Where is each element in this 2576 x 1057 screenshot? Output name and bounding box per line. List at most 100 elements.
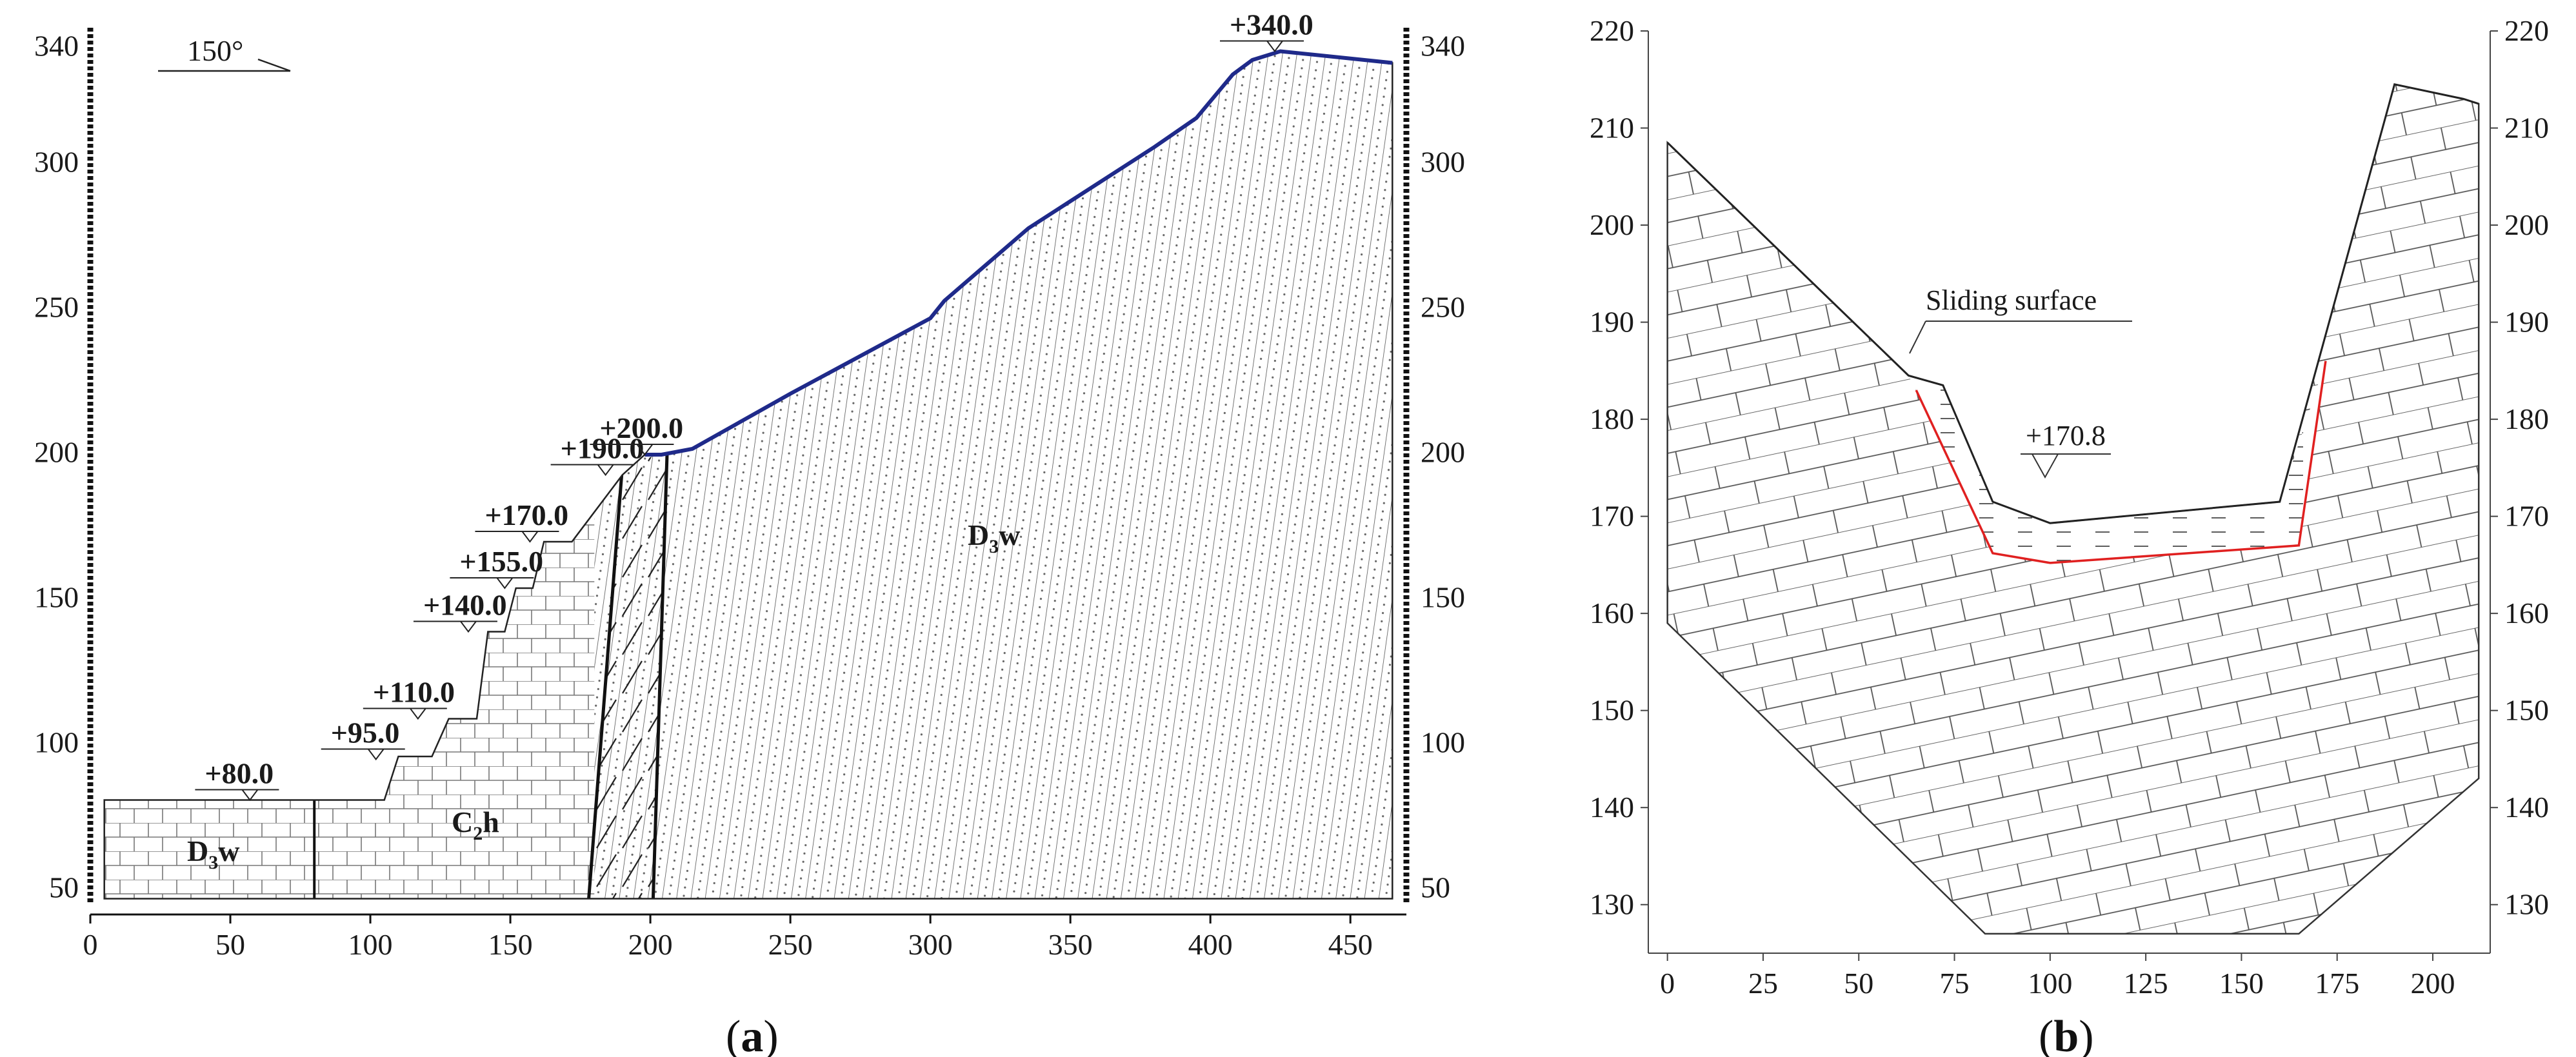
elevation-label: +155.0 <box>459 545 543 578</box>
y-tick-label-left: 210 <box>1590 112 1634 144</box>
y-tick-label-left: 190 <box>1590 306 1634 339</box>
x-tick-label: 200 <box>628 928 673 961</box>
panel-a-geological-section: 50 50 100 100 150 150 200 200 250 250 300 300 340 340… <box>34 8 1465 1057</box>
y-tick-label-right: 130 <box>2504 888 2549 921</box>
y-tick-label-left: 150 <box>1590 694 1634 727</box>
y-tick-label-right: 220 <box>2504 14 2549 47</box>
sliding-surface-line <box>1915 361 2327 564</box>
rock-brick-fill <box>1667 84 2479 934</box>
fault-line-left <box>587 466 624 899</box>
elevation-marker <box>241 789 259 802</box>
y-tick-label-left: 150 <box>34 581 79 614</box>
y-tick-label-left: 170 <box>1590 500 1634 533</box>
sliding-surface-label: Sliding surface <box>1926 284 2097 316</box>
y-tick-label-right: 170 <box>2504 500 2549 533</box>
strike-label: 150° <box>187 34 243 67</box>
elevation-label: +95.0 <box>331 716 400 749</box>
rock-fill-group <box>104 51 1393 899</box>
x-tick-label: 75 <box>1940 967 1970 1000</box>
x-tick-label: 150 <box>2219 967 2264 1000</box>
panel-a-label: (a) <box>726 1012 779 1057</box>
x-tick-label: 0 <box>83 928 98 961</box>
x-tick-label: 250 <box>768 928 813 961</box>
elevation-label: +170.0 <box>484 499 568 531</box>
rock-fill-group <box>1667 84 2479 934</box>
x-tick-label: 25 <box>1748 967 1778 1000</box>
formation-label-c2h: C2h <box>452 805 499 844</box>
y-tick-label-left: 180 <box>1590 402 1634 435</box>
y-tick-label-left: 200 <box>34 436 79 469</box>
y-tick-label-right: 160 <box>2504 597 2549 629</box>
y-tick-label-right: 150 <box>1421 581 1465 614</box>
formation-label-d3w-right: D3w <box>968 519 1020 557</box>
strike-indicator: 150° <box>158 34 291 72</box>
y-tick-label-right: 180 <box>2504 402 2549 435</box>
x-tick-label: 350 <box>1048 928 1093 961</box>
y-tick-label-left: 300 <box>34 146 79 179</box>
x-tick-label: 100 <box>2028 967 2072 1000</box>
y-tick-label-left: 220 <box>1590 14 1634 47</box>
elevation-label: +110.0 <box>373 676 455 709</box>
y-tick-label-left: 250 <box>34 291 79 324</box>
x-tick-label: 100 <box>348 928 393 961</box>
water-level-label: +170.8 <box>2026 420 2106 451</box>
y-tick-label-right: 300 <box>1421 146 1465 179</box>
elevation-marker <box>635 444 654 456</box>
x-tick-label: 125 <box>2124 967 2168 1000</box>
y-tick-label-left: 160 <box>1590 597 1634 629</box>
ground-surface-line <box>644 49 1393 457</box>
y-tick-label-right: 210 <box>2504 112 2549 144</box>
y-tick-label-left: 140 <box>1590 791 1634 824</box>
y-tick-label-right: 340 <box>1421 30 1465 63</box>
elevation-marker <box>596 464 615 477</box>
y-tick-label-right: 50 <box>1421 871 1450 904</box>
y-tick-label-left: 130 <box>1590 888 1634 921</box>
y-tick-label-right: 200 <box>2504 208 2549 241</box>
elevation-label: +80.0 <box>205 757 274 790</box>
sandstone-fill <box>594 51 1393 899</box>
elevation-label: +340.0 <box>1230 8 1313 41</box>
elevation-marker <box>459 620 477 633</box>
y-tick-label-left: 50 <box>49 871 79 904</box>
fault-line-right <box>651 451 669 899</box>
y-tick-label-left: 340 <box>34 30 79 63</box>
elevation-label: +140.0 <box>423 589 507 622</box>
sliding-body-fill <box>1908 361 2326 563</box>
y-tick-label-right: 100 <box>1421 726 1465 759</box>
sliding-surface-callout: Sliding surface <box>1909 284 2132 354</box>
elevation-marker <box>1266 40 1284 53</box>
panel-b-rock-fills <box>1667 84 2479 934</box>
elevation-label: +190.0 <box>561 432 644 465</box>
y-tick-label-right: 200 <box>1421 436 1465 469</box>
panel-a-rock-fills <box>104 51 1393 899</box>
panel-b-profile-lines <box>1666 83 2480 935</box>
ground-surface-line <box>1666 83 2479 524</box>
y-tick-label-left: 200 <box>1590 208 1634 241</box>
y-tick-label-right: 150 <box>2504 694 2549 727</box>
x-tick-label: 50 <box>1844 967 1873 1000</box>
x-tick-label: 50 <box>215 928 245 961</box>
elevation-marker <box>408 707 427 720</box>
panel-a-axes: 50 50 100 100 150 150 200 200 250 250 300 300 340 340… <box>34 28 1465 961</box>
y-tick-label-right: 140 <box>2504 791 2549 824</box>
x-tick-label: 0 <box>1660 967 1675 1000</box>
x-tick-label: 300 <box>908 928 953 961</box>
y-tick-label-left: 100 <box>34 726 79 759</box>
x-tick-label: 400 <box>1188 928 1233 961</box>
panel-b-label: (b) <box>2039 1012 2094 1057</box>
elevation-marker <box>366 748 385 761</box>
water-level-marker: +170.8 <box>2021 420 2111 479</box>
panel-b-sliding-section: 130 130 140 140 150 150 160 160 170 170 180 180 190 1… <box>1590 14 2549 1057</box>
x-tick-label: 150 <box>488 928 533 961</box>
elevation-label: +200.0 <box>599 411 683 444</box>
panel-a-elevation-labels: +80.0 +95.0 +110.0 +140.0 +155.0 +170.0 +190.0… <box>195 8 1313 802</box>
elevation-marker <box>521 531 539 543</box>
x-tick-label: 200 <box>2411 967 2455 1000</box>
x-tick-label: 175 <box>2315 967 2359 1000</box>
x-tick-label: 450 <box>1328 928 1373 961</box>
elevation-marker <box>495 577 514 589</box>
limestone-fill <box>104 51 595 899</box>
y-tick-label-right: 250 <box>1421 291 1465 324</box>
panel-b-axes: 130 130 140 140 150 150 160 160 170 170 180 180 190 1… <box>1590 14 2549 1000</box>
